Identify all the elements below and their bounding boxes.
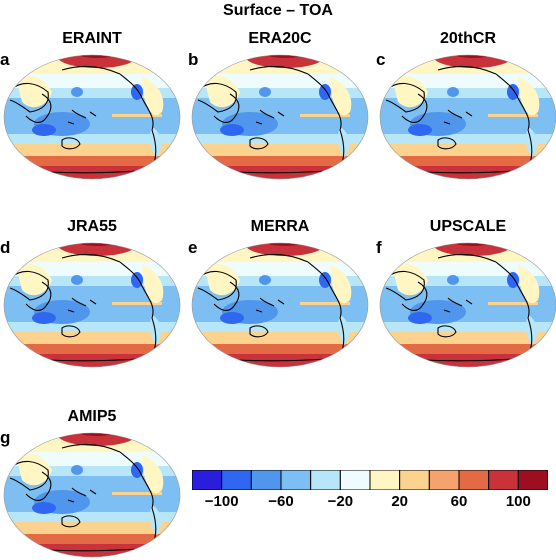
colorbar-tick-label: 20 (391, 493, 408, 510)
panel-a: ERAINT a (0, 30, 182, 180)
panel-title: JRA55 (67, 218, 117, 235)
figure-title: Surface – TOA (223, 2, 333, 19)
colorbar-swatch (192, 470, 223, 490)
panel-e: MERRA e (188, 218, 370, 368)
panel-title: MERRA (250, 218, 310, 235)
panel-letter: d (0, 238, 11, 257)
panel-letter: e (188, 238, 198, 257)
colorbar-swatch (280, 470, 312, 490)
panel-letter: a (0, 50, 10, 69)
global-map (3, 54, 181, 180)
colorbar-swatch (339, 470, 371, 490)
panel-g: AMIP5 g (0, 408, 182, 558)
colorbar-tick-label: 100 (505, 493, 531, 510)
panel-title: 20thCR (439, 30, 496, 47)
panel-letter: b (188, 50, 199, 69)
global-map (3, 242, 181, 368)
colorbar-swatch (310, 470, 341, 490)
global-map (191, 242, 369, 368)
colorbar-swatch (221, 470, 252, 490)
panel-title: AMIP5 (67, 408, 117, 425)
panel-title: ERA20C (248, 30, 312, 47)
panel-letter: g (0, 428, 11, 447)
colorbar-swatch (488, 470, 519, 490)
global-map (191, 54, 369, 180)
colorbar-tick-label: 60 (450, 493, 468, 510)
global-map (379, 242, 556, 368)
global-map (3, 432, 181, 558)
colorbar-swatch (428, 470, 460, 490)
panel-letter: c (376, 50, 386, 69)
global-map (379, 54, 556, 180)
panel-f: UPSCALE f (376, 218, 556, 368)
colorbar-labels: −100 −60 −20 20 60 100 (192, 493, 548, 513)
colorbar-tick-label: −20 (327, 493, 354, 510)
panel-b: ERA20C b (188, 30, 370, 180)
colorbar-tick-label: −100 (204, 493, 239, 510)
colorbar-swatch (458, 470, 490, 490)
panel-title: UPSCALE (429, 218, 507, 235)
colorbar-swatch (369, 470, 401, 490)
colorbar-swatch (399, 470, 430, 490)
colorbar (192, 470, 548, 490)
panel-letter: f (376, 238, 382, 257)
panel-c: 20thCR c (376, 30, 556, 180)
colorbar-swatch (250, 470, 282, 490)
colorbar-swatch (517, 470, 548, 490)
panel-title: ERAINT (62, 30, 122, 47)
colorbar-tick-label: −60 (268, 493, 294, 510)
panel-d: JRA55 d (0, 218, 182, 368)
